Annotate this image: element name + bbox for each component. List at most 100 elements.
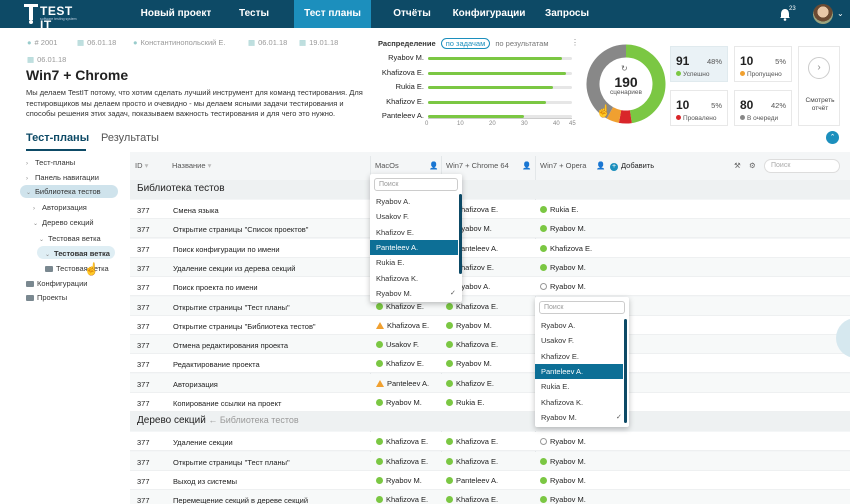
dropdown-option[interactable]: Rukia E. xyxy=(541,382,570,392)
dropdown-option[interactable]: Khafizov E. xyxy=(541,351,579,361)
by-results-toggle[interactable]: по результатам xyxy=(495,39,549,48)
dropdown-option[interactable]: Khafizova K. xyxy=(541,397,584,407)
row-name[interactable]: Выход из системы xyxy=(173,476,237,486)
user-icon[interactable]: 👤 xyxy=(596,161,606,170)
table-row[interactable] xyxy=(130,200,850,219)
table-row[interactable] xyxy=(130,277,850,297)
dropdown-search-input[interactable]: Поиск xyxy=(374,178,458,191)
assignee-cell[interactable]: Khafizov E. xyxy=(376,302,424,311)
floating-action-circle[interactable] xyxy=(836,318,850,358)
tree-item[interactable]: Тестовая ветка xyxy=(45,264,109,273)
assignee-cell[interactable]: Ryabov M. xyxy=(540,224,586,233)
assignee-cell[interactable]: Khafizova E. xyxy=(540,244,592,253)
table-row[interactable] xyxy=(130,393,850,412)
more-icon[interactable]: ⋮ xyxy=(571,38,579,47)
assignee-cell[interactable]: Khafizova E. xyxy=(376,437,428,446)
tree-item[interactable]: › Панель навигации xyxy=(26,173,99,182)
dropdown-search-input[interactable]: Поиск xyxy=(539,301,625,314)
assignee-cell[interactable]: Khafizova E. xyxy=(376,321,429,330)
view-report-button[interactable]: › Смотреть отчёт xyxy=(798,46,840,126)
assignee-cell[interactable]: Ryabov M. xyxy=(540,437,586,446)
assignee-cell[interactable]: Ryabov M. xyxy=(446,359,492,368)
row-name[interactable]: Удаление секции из дерева секций xyxy=(173,263,296,273)
row-name[interactable]: Открытие страницы "Библиотека тестов" xyxy=(173,321,316,331)
dropdown-option[interactable]: Rukia E. xyxy=(376,258,405,268)
assignee-cell[interactable]: Ryabov M. xyxy=(376,476,422,485)
assignee-cell[interactable]: Khafizova E. xyxy=(446,340,498,349)
table-row[interactable] xyxy=(130,354,850,374)
user-icon[interactable]: 👤 xyxy=(522,161,532,170)
assignee-cell[interactable]: Panteleev A. xyxy=(376,379,429,388)
dropdown-option[interactable]: Usakov F. xyxy=(541,336,574,346)
table-row[interactable] xyxy=(130,373,850,393)
tree-item[interactable]: ⌄ Тестовая ветка xyxy=(45,249,110,258)
table-row[interactable] xyxy=(130,432,850,452)
assignee-cell[interactable]: Ryabov M. xyxy=(376,398,422,407)
col-macos-header[interactable]: MacOs xyxy=(375,161,399,170)
tree-item[interactable]: Проекты xyxy=(26,293,67,302)
tree-item[interactable]: › Авторизация xyxy=(33,203,87,212)
gear-icon[interactable]: ⚙ xyxy=(749,161,756,170)
assignee-cell[interactable]: Khafizova E. xyxy=(446,437,498,446)
row-name[interactable]: Поиск конфигурации по имени xyxy=(173,244,280,254)
dropdown-option[interactable]: Khafizov E. xyxy=(376,227,414,237)
table-row[interactable] xyxy=(130,219,850,239)
table-row[interactable] xyxy=(130,470,850,490)
assignee-cell[interactable]: Ryabov M. xyxy=(540,263,586,272)
dropdown-option[interactable]: Ryabov A. xyxy=(541,321,576,330)
table-row[interactable] xyxy=(130,315,850,335)
tree-item[interactable]: ⌄ Библиотека тестов xyxy=(26,187,101,196)
tab-results[interactable]: Результаты xyxy=(101,132,159,144)
by-tasks-toggle[interactable]: по задачам xyxy=(440,38,491,49)
assignee-cell[interactable]: Khafizova E. xyxy=(446,457,498,466)
tab-test-plans[interactable]: Тест-планы xyxy=(26,132,90,144)
stat-card[interactable]: 10 5% Провалено xyxy=(670,90,728,126)
user-icon[interactable]: 👤 xyxy=(429,161,439,170)
dropdown-option[interactable]: Ryabov A. xyxy=(376,197,411,206)
refresh-icon[interactable]: ↻ xyxy=(621,64,628,73)
tree-item[interactable]: › Тест-планы xyxy=(26,158,75,167)
nav-item[interactable]: Тест планы xyxy=(294,0,371,28)
nav-item[interactable]: Тесты xyxy=(238,8,270,19)
dropdown-option[interactable]: Ryabov M. xyxy=(541,412,577,422)
dropdown-option[interactable]: Khafizova K. xyxy=(376,273,419,283)
col-name-header[interactable]: Название ▾ xyxy=(172,161,212,170)
assignee-cell[interactable]: Khafizov E. xyxy=(376,359,424,368)
assignee-cell[interactable]: Rukia E. xyxy=(540,205,578,214)
assignee-cell[interactable]: Khafizova E. xyxy=(446,495,498,504)
row-name[interactable]: Отмена редактирования проекта xyxy=(173,341,289,351)
row-name[interactable]: Удаление секции xyxy=(173,438,233,448)
dropdown-option[interactable]: Panteleev A. xyxy=(535,363,623,379)
tree-item[interactable]: ⌄ Дерево секций xyxy=(33,218,94,227)
table-search-input[interactable]: Поиск xyxy=(764,159,840,173)
row-name[interactable]: Открытие страницы "Тест планы" xyxy=(173,302,290,312)
chevron-down-icon[interactable]: ⌄ xyxy=(837,9,844,18)
dropdown-option[interactable]: Ryabov M. xyxy=(376,288,412,298)
assignee-cell[interactable]: Ryabov M. xyxy=(540,282,586,291)
assignee-cell[interactable]: Usakov F. xyxy=(376,340,419,349)
nav-item[interactable]: Запросы xyxy=(544,8,590,19)
row-name[interactable]: Открытие страницы "Список проектов" xyxy=(173,225,309,235)
testit-logo[interactable]: TEST IT software testing system xyxy=(24,3,84,32)
avatar[interactable] xyxy=(813,4,833,24)
table-row[interactable] xyxy=(130,238,850,258)
dropdown-scrollbar[interactable] xyxy=(459,194,462,274)
assignee-cell[interactable]: Ryabov M. xyxy=(540,495,586,504)
assignee-cell[interactable]: Khafizov E. xyxy=(446,379,494,388)
tree-item[interactable]: Конфигурации xyxy=(26,279,87,288)
nav-item[interactable]: Новый проект xyxy=(140,8,212,19)
row-name[interactable]: Перемещение секций в дереве секций xyxy=(173,496,309,504)
nav-item[interactable]: Отчёты xyxy=(393,8,431,19)
table-row[interactable] xyxy=(130,490,850,504)
stat-card[interactable]: 10 5% Пропущено xyxy=(734,46,792,82)
collapse-up-icon[interactable]: ⌃ xyxy=(826,131,839,144)
stat-card[interactable]: 80 42% В очереди xyxy=(734,90,792,126)
col-chrome-header[interactable]: Win7 + Chrome 64 xyxy=(446,161,509,170)
assignee-cell[interactable]: Ryabov M. xyxy=(540,476,586,485)
assignee-cell[interactable]: Khafizova E. xyxy=(446,302,498,311)
row-name[interactable]: Авторизация xyxy=(173,379,218,389)
row-name[interactable]: Смена языка xyxy=(173,206,219,215)
row-name[interactable]: Открытие страницы "Тест планы" xyxy=(173,457,290,467)
table-row[interactable] xyxy=(130,296,850,316)
assignee-cell[interactable]: Ryabov M. xyxy=(540,457,586,466)
